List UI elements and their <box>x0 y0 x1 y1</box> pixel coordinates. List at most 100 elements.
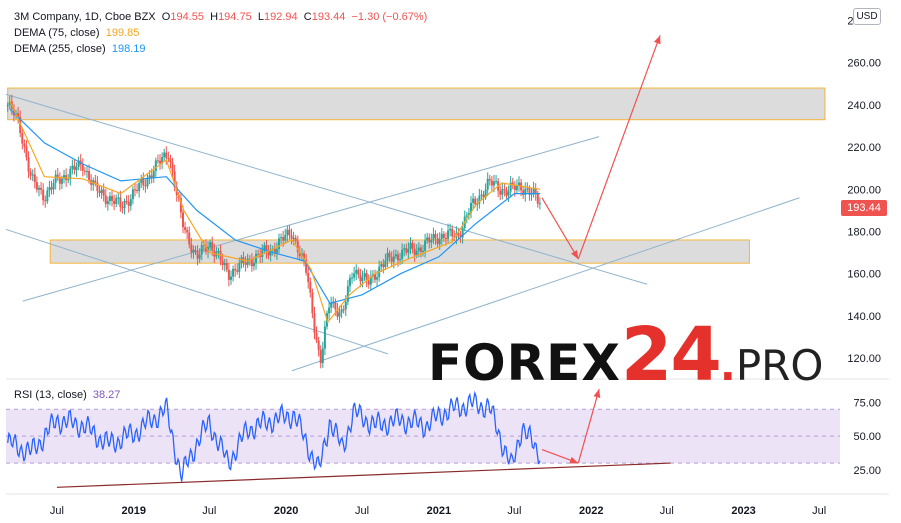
candle-body <box>315 332 318 341</box>
symbol-legend: 3M Company, 1D, Cboe BZX O194.55 H194.75… <box>14 11 427 23</box>
trend-line <box>291 197 800 372</box>
symbol-name: 3M Company, 1D, Cboe BZX <box>14 11 156 23</box>
candle-body <box>513 184 516 190</box>
candle-body <box>188 232 191 245</box>
candle-body <box>424 240 427 251</box>
candle-body <box>269 249 272 256</box>
candle-body <box>290 235 293 239</box>
resistance-zone <box>7 87 826 121</box>
last-price-tag: 193.44 <box>841 200 887 216</box>
candle-body <box>415 250 418 256</box>
candle-body <box>209 242 212 247</box>
candle-body <box>284 235 287 241</box>
candle-body <box>211 242 214 251</box>
time-tick-label: Jul <box>660 505 674 517</box>
candle-body <box>273 248 276 254</box>
candle-body <box>194 249 197 252</box>
candle-body <box>532 188 535 194</box>
candle-body <box>536 194 539 204</box>
candle-body <box>167 158 170 160</box>
candle-body <box>396 254 399 261</box>
candle-body <box>394 254 397 257</box>
candle-body <box>42 189 45 201</box>
candle-body <box>480 194 483 196</box>
dema75-line <box>9 100 541 324</box>
candle-body <box>179 198 182 213</box>
candle-body <box>181 212 184 228</box>
candle-body <box>125 200 128 202</box>
watermark-part-forex: FOREX <box>428 334 621 392</box>
candle-body <box>196 251 199 259</box>
candle-body <box>27 157 30 172</box>
candle-body <box>353 273 356 278</box>
candle-body <box>380 264 383 267</box>
candle-body <box>382 264 385 268</box>
candle-body <box>198 254 201 259</box>
candle-body <box>317 340 320 351</box>
candle-body <box>200 245 203 255</box>
candle-body <box>303 253 306 260</box>
low-label: L <box>257 11 264 23</box>
candle-body <box>467 212 470 216</box>
candle-body <box>482 194 485 198</box>
candle-body <box>388 252 391 258</box>
candle-body <box>56 174 59 179</box>
candle-body <box>138 182 141 192</box>
candle-body <box>227 269 230 280</box>
forecast-arrow <box>577 35 661 260</box>
candle-body <box>436 238 439 244</box>
candle-body <box>52 182 55 190</box>
candle-body <box>505 189 508 196</box>
rsi-legend: RSI (13, close) 38.27 <box>14 389 120 401</box>
candle-body <box>340 309 343 313</box>
candle-body <box>507 191 510 196</box>
candle-body <box>250 259 253 267</box>
candle-body <box>511 182 514 185</box>
candle-body <box>346 286 349 302</box>
candle-body <box>361 277 364 282</box>
candle-body <box>115 197 118 204</box>
candle-body <box>131 189 134 200</box>
candle-body <box>173 171 176 188</box>
rsi-label: RSI (13, close) <box>14 389 87 401</box>
candle-body <box>524 188 527 195</box>
candle-body <box>263 245 266 251</box>
candle-body <box>156 160 159 162</box>
candle-body <box>21 132 24 144</box>
candle-body <box>292 237 295 239</box>
candle-body <box>403 248 406 250</box>
low-value: 192.94 <box>263 11 298 23</box>
time-tick-label: Jul <box>812 505 826 517</box>
candle-body <box>282 237 285 241</box>
candle-body <box>432 233 435 241</box>
candle-body <box>407 248 410 253</box>
candle-body <box>225 263 228 270</box>
candle-body <box>492 181 495 186</box>
candle-body <box>83 170 86 172</box>
currency-button[interactable]: USD <box>853 8 881 25</box>
candle-body <box>453 236 456 238</box>
candle-body <box>121 207 124 209</box>
candle-body <box>307 272 310 283</box>
candle-body <box>234 268 237 271</box>
time-tick-label: Jul <box>50 505 64 517</box>
rsi-tick-label: 25.00 <box>853 465 881 477</box>
candle-body <box>190 244 193 253</box>
candle-body <box>204 245 207 252</box>
candle-body <box>451 228 454 237</box>
candle-body <box>35 182 38 190</box>
candle-body <box>405 248 408 253</box>
candle-body <box>186 229 189 233</box>
candle-body <box>470 202 473 213</box>
watermark-part-24: 24 <box>620 312 722 398</box>
candle-body <box>223 263 226 266</box>
close-label: C <box>303 11 312 23</box>
candle-body <box>369 276 372 285</box>
candle-body <box>159 160 162 164</box>
candle-body <box>334 301 337 310</box>
candle-body <box>257 253 260 255</box>
candle-body <box>444 238 447 240</box>
price-tick-label: 220.00 <box>847 142 881 154</box>
rsi-support-line <box>56 462 671 488</box>
